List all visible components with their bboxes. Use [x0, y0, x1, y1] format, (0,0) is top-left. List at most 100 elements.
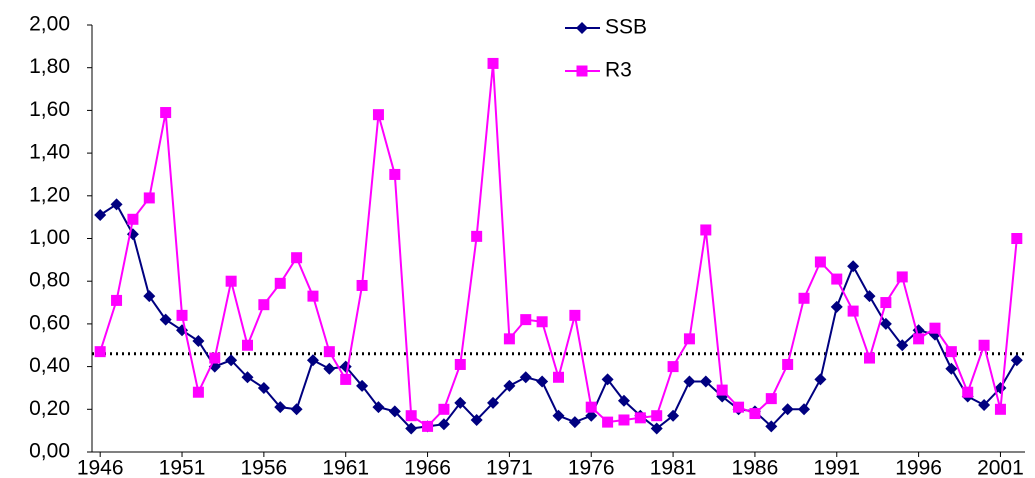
marker	[225, 354, 238, 367]
marker	[1011, 233, 1023, 244]
marker	[372, 401, 385, 414]
marker	[536, 375, 549, 388]
marker	[847, 305, 859, 317]
marker	[389, 168, 401, 180]
marker	[323, 346, 335, 358]
legend-label: R3	[605, 59, 632, 82]
marker	[356, 279, 368, 291]
marker	[683, 375, 696, 388]
marker	[356, 379, 369, 392]
marker	[454, 358, 466, 370]
x-tick-label: 1946	[77, 457, 124, 478]
y-tick-label: 1,40	[29, 141, 70, 164]
marker	[634, 412, 646, 424]
marker	[798, 403, 811, 416]
marker	[782, 358, 794, 370]
marker	[209, 352, 221, 364]
marker	[290, 403, 303, 416]
y-tick-label: 1,00	[29, 226, 70, 249]
marker	[617, 394, 630, 407]
x-tick-label: 1951	[159, 457, 206, 478]
y-tick-label: 0,20	[29, 397, 70, 420]
marker	[274, 401, 287, 414]
marker	[913, 333, 925, 345]
marker	[667, 361, 679, 373]
marker	[257, 381, 270, 394]
marker	[847, 260, 860, 273]
marker	[405, 422, 418, 435]
marker	[422, 420, 434, 432]
marker	[576, 22, 588, 34]
marker	[749, 408, 761, 420]
marker	[111, 294, 123, 306]
marker	[471, 230, 483, 242]
marker	[159, 313, 172, 326]
y-tick-label: 1,80	[29, 55, 70, 78]
y-tick-label: 0,80	[29, 269, 70, 292]
marker	[863, 290, 876, 303]
marker	[438, 403, 450, 415]
marker	[552, 409, 565, 422]
marker	[602, 416, 614, 428]
series-line	[99, 202, 1018, 430]
marker	[225, 275, 237, 287]
marker	[618, 414, 630, 426]
marker	[536, 316, 548, 328]
marker	[340, 373, 352, 385]
marker	[978, 399, 991, 412]
marker	[405, 410, 417, 422]
marker	[830, 300, 843, 313]
marker	[864, 352, 875, 364]
marker	[945, 362, 958, 375]
marker	[798, 292, 810, 304]
marker	[241, 371, 254, 384]
marker	[962, 386, 974, 398]
marker	[700, 224, 712, 236]
marker	[94, 346, 106, 358]
marker	[307, 290, 319, 302]
marker	[454, 396, 467, 409]
marker	[1010, 354, 1023, 367]
marker	[372, 109, 384, 121]
marker	[94, 209, 107, 222]
marker	[667, 409, 680, 422]
y-tick-label: 2,00	[29, 13, 70, 36]
marker	[880, 297, 892, 309]
marker	[814, 373, 827, 386]
x-tick-label: 1971	[486, 457, 533, 478]
marker	[781, 403, 794, 416]
marker	[258, 299, 270, 311]
marker	[388, 405, 401, 418]
y-tick-label: 0,60	[29, 311, 70, 334]
legend-label: SSB	[605, 16, 647, 39]
x-tick-label: 1956	[241, 457, 288, 478]
marker	[765, 393, 777, 405]
marker	[323, 362, 336, 375]
marker	[896, 339, 909, 352]
marker	[716, 384, 728, 396]
marker	[568, 416, 581, 429]
marker	[585, 409, 598, 422]
marker	[143, 290, 156, 303]
marker	[487, 57, 499, 69]
marker	[470, 413, 483, 426]
marker	[192, 386, 204, 398]
marker	[503, 333, 515, 345]
marker	[994, 403, 1006, 415]
marker	[143, 192, 155, 204]
marker	[601, 373, 614, 386]
marker	[192, 334, 205, 347]
x-tick-label: 1981	[650, 457, 697, 478]
marker	[519, 371, 532, 384]
marker	[274, 277, 286, 289]
marker	[814, 256, 826, 268]
marker	[733, 401, 745, 413]
x-tick-label: 1996	[895, 457, 942, 478]
y-tick-label: 1,20	[29, 183, 70, 206]
marker	[585, 401, 597, 413]
marker	[176, 309, 188, 321]
x-tick-label: 1961	[322, 457, 369, 478]
marker	[160, 107, 172, 119]
marker	[487, 396, 500, 409]
